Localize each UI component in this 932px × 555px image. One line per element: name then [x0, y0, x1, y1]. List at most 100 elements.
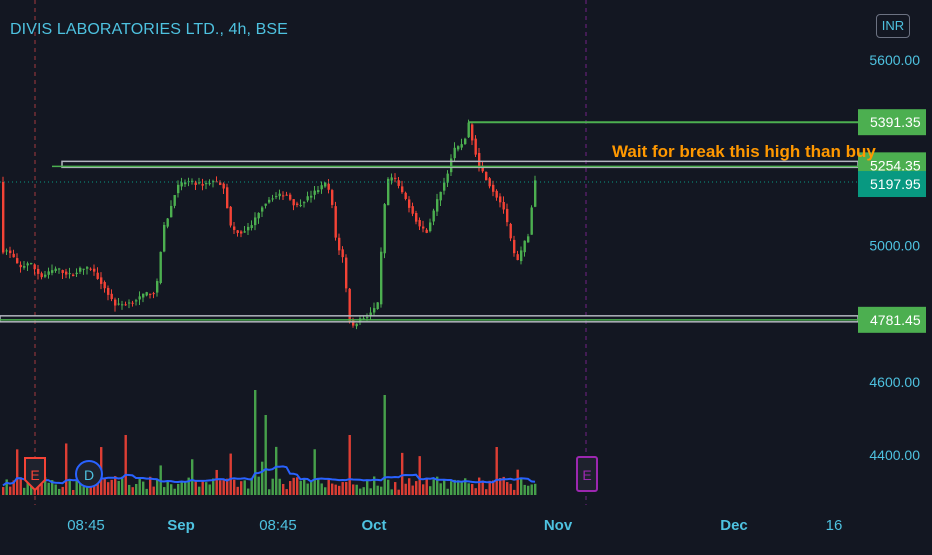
candle-body	[65, 271, 68, 275]
candle	[320, 181, 323, 194]
candle-body	[422, 226, 425, 229]
volume-bar	[488, 480, 491, 495]
candle	[149, 293, 152, 299]
price-tag[interactable]: 4781.45	[858, 306, 926, 333]
candle	[12, 249, 15, 258]
candle-body	[464, 138, 467, 145]
candle	[212, 179, 215, 188]
volume-bar	[212, 478, 215, 495]
candle-body	[54, 268, 57, 271]
candle	[58, 267, 61, 274]
candle-body	[429, 222, 432, 232]
event-marker-dividend[interactable]: D	[75, 460, 103, 488]
volume-bar	[373, 476, 376, 495]
volume-bar	[201, 481, 204, 495]
volume-bar	[208, 484, 211, 495]
candle-body	[177, 184, 180, 194]
volume-bar	[331, 483, 334, 495]
candle-body	[173, 195, 176, 206]
candle	[37, 264, 40, 280]
price-tag[interactable]: 5391.35	[858, 109, 926, 136]
candle-body	[387, 178, 390, 206]
candle-body	[12, 253, 15, 258]
candle	[271, 194, 274, 202]
candle-body	[275, 196, 278, 198]
price-tag[interactable]: 5197.95	[858, 171, 926, 198]
candle	[261, 205, 264, 218]
candle-body	[397, 180, 400, 186]
candle-body	[446, 173, 449, 183]
candle-body	[261, 207, 264, 212]
candle-body	[226, 187, 229, 209]
volume-bar	[128, 484, 131, 495]
volume-bar	[219, 480, 222, 495]
volume-bar	[194, 480, 197, 495]
volume-bar	[170, 484, 173, 495]
candle	[404, 191, 407, 201]
candle-body	[205, 183, 208, 185]
candle-body	[341, 249, 344, 258]
volume-bar	[75, 480, 78, 495]
currency-button[interactable]: INR	[876, 14, 910, 38]
candle	[418, 217, 421, 231]
volume-bar	[446, 488, 449, 495]
candle	[222, 182, 225, 194]
x-axis-tick-label: 08:45	[67, 517, 105, 534]
candle-body	[156, 281, 159, 293]
candle-body	[324, 182, 327, 187]
volume-bar	[47, 482, 50, 495]
event-marker-earnings-upcoming[interactable]: E	[576, 456, 598, 492]
volume-bar	[369, 488, 372, 495]
candle	[324, 182, 327, 188]
candle	[422, 220, 425, 233]
candle-body	[425, 229, 428, 233]
annotation-text[interactable]: Wait for break this high than buy	[612, 142, 876, 161]
volume-bar	[345, 482, 348, 495]
candle-body	[191, 180, 194, 182]
volume-bar	[2, 487, 5, 495]
candle-body	[317, 190, 320, 193]
candle	[68, 267, 71, 279]
candle-body	[460, 144, 463, 148]
candle-body	[194, 182, 197, 185]
candle-body	[142, 293, 145, 298]
candle-body	[453, 147, 456, 159]
volume-bar	[33, 489, 36, 495]
volume-bar	[12, 480, 15, 495]
symbol-title[interactable]: DIVIS LABORATORIES LTD., 4h, BSE	[10, 21, 288, 38]
candle	[502, 196, 505, 214]
candle-body	[509, 223, 512, 239]
candle-body	[369, 312, 372, 316]
candle	[96, 267, 99, 280]
candle-body	[467, 122, 470, 138]
candle-body	[233, 226, 236, 230]
price-tag-label: 5197.95	[870, 176, 921, 192]
candle	[79, 266, 82, 274]
candle	[355, 323, 358, 330]
candle-body	[79, 267, 82, 272]
candle-body	[299, 205, 302, 207]
volume-bar	[264, 415, 267, 495]
event-marker-earnings[interactable]: E	[24, 457, 46, 492]
candle	[191, 178, 194, 185]
candle-body	[530, 207, 533, 235]
volume-bar	[121, 476, 124, 495]
candle-body	[404, 192, 407, 199]
candle	[369, 307, 372, 321]
volume-bar	[523, 484, 526, 495]
volume-bar	[348, 435, 351, 495]
candle	[345, 254, 348, 293]
volume-bar	[516, 469, 519, 495]
x-axis-tick-label: 08:45	[259, 517, 297, 534]
volume-bar	[306, 483, 309, 495]
volume-bar	[492, 480, 495, 495]
candle	[285, 191, 288, 196]
volume-bar	[268, 489, 271, 495]
candle	[474, 135, 477, 158]
volume-bar	[135, 483, 138, 495]
candle-body	[89, 268, 92, 270]
candle	[86, 265, 89, 275]
candle-body	[47, 271, 50, 275]
